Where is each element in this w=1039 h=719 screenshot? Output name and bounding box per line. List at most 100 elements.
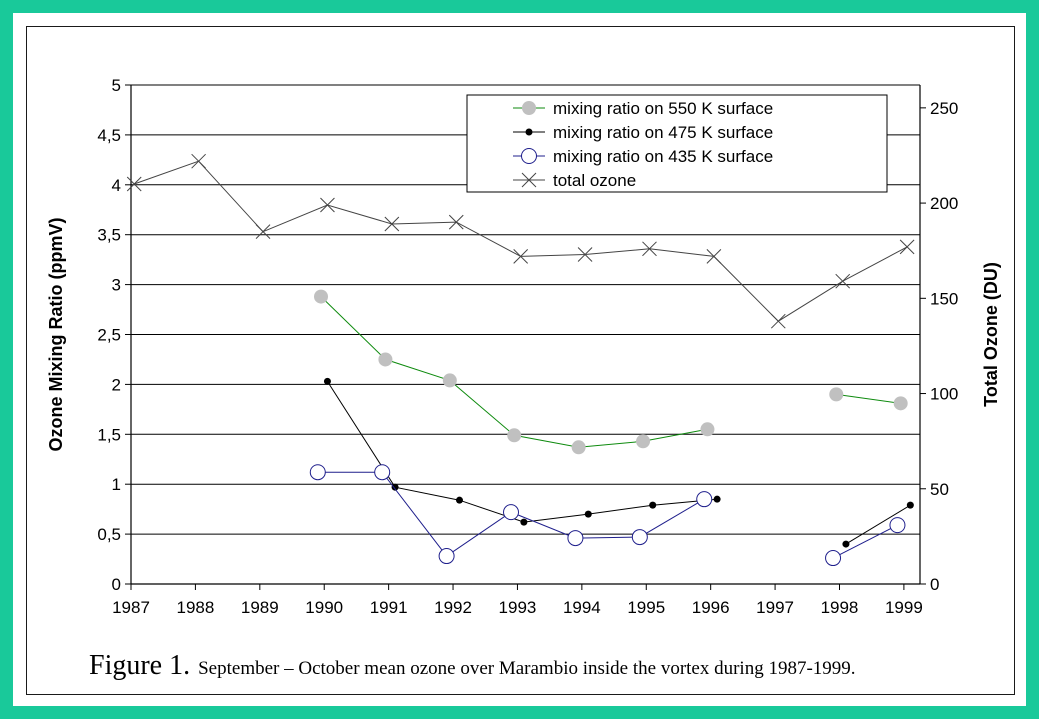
legend-label: total ozone [553, 171, 636, 190]
x-tick-label: 1995 [627, 598, 665, 617]
data-point [503, 504, 520, 521]
series-line [836, 393, 901, 404]
data-point [842, 540, 850, 548]
y2-tick-label: 200 [930, 194, 958, 213]
data-point [642, 241, 657, 257]
y-tick-label: 3 [112, 276, 121, 295]
y-tick-label: 5 [112, 76, 121, 95]
x-tick-label: 1994 [563, 598, 601, 617]
x-tick-label: 1991 [370, 598, 408, 617]
y-tick-label: 0,5 [97, 525, 121, 544]
data-point [713, 495, 721, 503]
data-point [384, 216, 400, 232]
marker-stroke [770, 313, 786, 329]
data-point [374, 464, 391, 481]
y-tick-label: 1,5 [97, 425, 121, 444]
series-0 [314, 289, 908, 455]
data-point [829, 387, 844, 402]
y2-tick-label: 250 [930, 99, 958, 118]
legend-label: mixing ratio on 550 K surface [553, 99, 773, 118]
data-point [700, 422, 715, 437]
figure-label: Figure 1. [89, 650, 191, 681]
y2-tick-label: 50 [930, 480, 949, 499]
data-point [899, 239, 915, 255]
y-tick-label: 2,5 [97, 326, 121, 345]
x-tick-label: 1987 [112, 598, 150, 617]
data-point [631, 529, 648, 546]
series-line [845, 504, 911, 545]
data-point [314, 289, 329, 304]
marker-stroke [191, 153, 206, 169]
y-tick-label: 4,5 [97, 126, 121, 145]
y2-axis-title: Total Ozone (DU) [981, 262, 1001, 407]
data-point [906, 501, 914, 509]
y2-tick-label: 150 [930, 289, 958, 308]
marker-stroke [255, 224, 271, 240]
x-tick-label: 1998 [821, 598, 859, 617]
marker-stroke [521, 172, 537, 188]
data-point [513, 249, 529, 264]
series-line [320, 296, 708, 448]
data-point [825, 550, 842, 567]
marker-stroke [513, 249, 529, 264]
data-point [520, 518, 528, 526]
figure-caption-text: September – October mean ozone over Mara… [198, 658, 856, 679]
data-point [455, 496, 463, 504]
data-point [320, 197, 335, 213]
legend-item: mixing ratio on 550 K surface [513, 99, 773, 118]
legend-marker [521, 172, 537, 188]
y-tick-label: 2 [112, 375, 121, 394]
series-1 [323, 377, 914, 548]
y-axis-title: Ozone Mixing Ratio (ppmV) [46, 218, 66, 452]
data-point [391, 483, 399, 491]
marker-stroke [642, 241, 657, 257]
data-point [442, 373, 457, 388]
figure-panel: 0 0,5 1 1,5 2 2,5 3 3,5 4 4,5 5 0 50 100 150 200 250 1987… [26, 26, 1015, 695]
data-point [126, 176, 142, 192]
x-tick-label: 1992 [434, 598, 472, 617]
legend-label: mixing ratio on 435 K surface [553, 147, 773, 166]
x-tick-label: 1989 [241, 598, 279, 617]
x-tick-label: 1999 [885, 598, 923, 617]
data-point [770, 313, 786, 329]
marker-stroke [706, 249, 722, 264]
legend-item: mixing ratio on 475 K surface [513, 123, 773, 142]
x-tick-label: 1990 [305, 598, 343, 617]
axes: 00,511,522,533,544,550501001502002501987… [46, 76, 1001, 617]
legend-label: mixing ratio on 475 K surface [553, 123, 773, 142]
series-line [832, 524, 898, 559]
data-point [448, 214, 464, 230]
x-tick-label: 1997 [756, 598, 794, 617]
y-tick-label: 4 [112, 176, 121, 195]
legend-box [466, 94, 888, 193]
data-point [889, 517, 906, 534]
data-point [571, 440, 586, 455]
data-point [577, 247, 593, 262]
marker-stroke [126, 176, 142, 192]
marker-stroke [320, 197, 335, 213]
marker-stroke [835, 273, 851, 289]
data-point [191, 153, 206, 169]
figure-caption: Figure 1. September – October mean ozone … [89, 650, 856, 682]
series-layer [126, 153, 915, 567]
data-point [255, 224, 271, 240]
legend-marker [521, 148, 537, 164]
data-point [584, 510, 592, 518]
series-2 [309, 464, 906, 567]
marker-stroke [448, 214, 464, 230]
data-point [706, 249, 722, 264]
x-tick-label: 1996 [692, 598, 730, 617]
y-tick-label: 0 [112, 575, 121, 594]
series-3 [126, 153, 915, 329]
data-point [309, 464, 326, 481]
data-point [893, 396, 908, 411]
series-line [326, 381, 718, 523]
x-tick-label: 1993 [499, 598, 537, 617]
legend-item: total ozone [513, 171, 636, 190]
legend: mixing ratio on 550 K surface mixing rati… [466, 94, 888, 193]
x-tick-label: 1988 [176, 598, 214, 617]
data-point [507, 428, 522, 443]
marker-stroke [577, 247, 593, 262]
legend-marker [525, 128, 533, 136]
